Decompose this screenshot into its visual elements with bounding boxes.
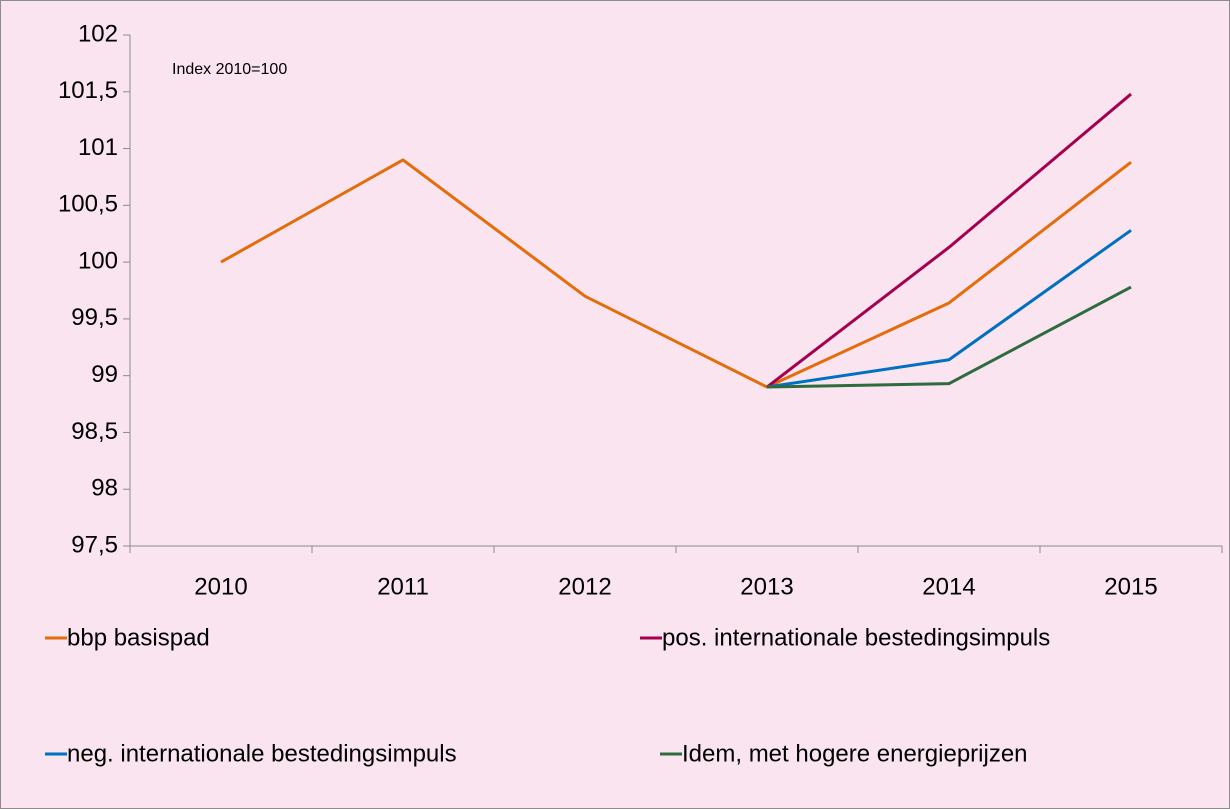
y-tick-label: 98 (91, 475, 118, 502)
x-tick-label: 2014 (922, 573, 975, 600)
y-tick-label: 101 (78, 134, 118, 161)
x-tick-label: 2011 (377, 573, 429, 600)
x-tick-label: 2012 (558, 573, 611, 600)
series-line (766, 229, 1132, 389)
y-tick-label: 99 (91, 361, 118, 388)
annotation: Index 2010=100 (172, 61, 287, 78)
series-line (220, 158, 1132, 389)
y-tick-label: 100,5 (58, 191, 118, 218)
legend-label: bbp basispad (67, 624, 210, 651)
x-tick-label: 2013 (740, 573, 793, 600)
series-line (766, 285, 1132, 389)
y-tick-label: 102 (78, 20, 118, 47)
y-tick-label: 101,5 (58, 77, 118, 104)
legend-label: pos. internationale bestedingsimpuls (662, 624, 1050, 651)
x-tick-label: 2015 (1104, 573, 1157, 600)
y-tick-label: 97,5 (71, 531, 118, 558)
x-tick-label: 2010 (194, 573, 247, 600)
y-tick-label: 100 (78, 247, 118, 274)
y-tick-label: 99,5 (71, 304, 118, 331)
series-line (766, 92, 1132, 389)
legend-label: neg. internationale bestedingsimpuls (67, 740, 457, 767)
legend-label: Idem, met hogere energieprijzen (682, 740, 1028, 767)
y-tick-label: 98,5 (71, 418, 118, 445)
